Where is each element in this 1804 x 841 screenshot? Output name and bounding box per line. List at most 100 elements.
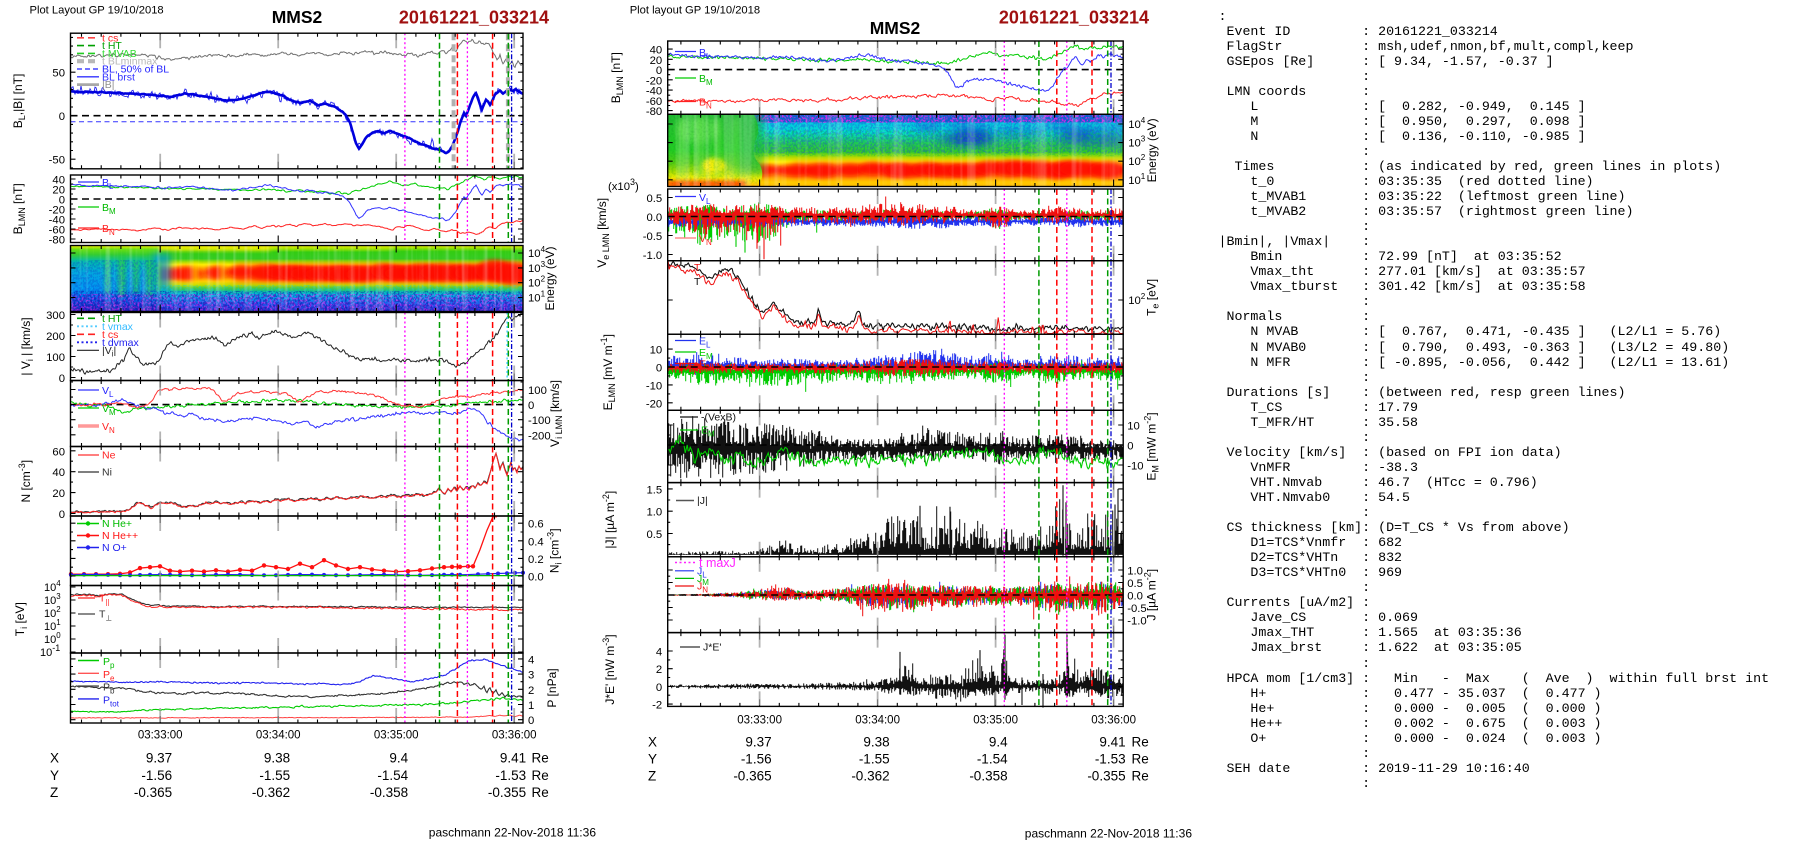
svg-text:Re: Re [1132,735,1149,750]
svg-text:N He+: N He+ [102,518,132,530]
svg-text:03:34:00: 03:34:00 [855,715,900,727]
svg-text:40: 40 [52,467,65,479]
svg-text:0.5: 0.5 [646,529,662,541]
svg-text:0: 0 [59,373,65,385]
svg-text:Ti [eV]: Ti [eV] [13,602,29,636]
svg-text:-1.55: -1.55 [259,768,290,783]
svg-text:-10: -10 [646,380,662,392]
svg-text:03:34:00: 03:34:00 [256,730,301,742]
svg-text:-50: -50 [49,155,65,167]
svg-text:-0.362: -0.362 [851,769,889,784]
svg-text:t cs: t cs [102,32,118,44]
svg-text:MMS2: MMS2 [272,7,323,27]
svg-text:-80: -80 [49,235,65,247]
svg-text:-60: -60 [49,225,65,237]
svg-text:t BLminmax: t BLminmax [102,56,158,68]
svg-text:J [µA m-2]: J [µA m-2] [1143,569,1159,621]
svg-text:1.0: 1.0 [646,507,662,519]
svg-text:-60: -60 [646,96,662,108]
svg-text:0.5: 0.5 [646,193,662,205]
svg-text:-0.355: -0.355 [488,785,526,800]
svg-text:4: 4 [528,654,534,666]
svg-text:|J|: |J| [697,495,708,507]
svg-text:1.5: 1.5 [646,484,662,496]
svg-text:0: 0 [59,195,65,207]
svg-text:0.4: 0.4 [528,536,544,548]
svg-text:MMS2: MMS2 [870,18,921,38]
svg-text:| Vi | [km/s]: | Vi | [km/s] [19,317,35,375]
svg-text:-(VexB): -(VexB) [701,412,736,424]
svg-text:100: 100 [46,352,65,364]
svg-text:T: T [99,593,106,605]
svg-text:|Vi|: |Vi| [102,345,116,359]
svg-text:03:35:00: 03:35:00 [374,730,419,742]
svg-text:-0.5: -0.5 [1127,603,1146,615]
svg-text:20161221_033214: 20161221_033214 [399,8,549,28]
svg-text:Y: Y [50,768,59,783]
svg-text:03:35:00: 03:35:00 [973,715,1018,727]
svg-text:t HT: t HT [102,313,122,325]
svg-text:9.37: 9.37 [146,751,172,766]
svg-text:0.0: 0.0 [528,572,544,584]
svg-text:03:36:00: 03:36:00 [1091,715,1136,727]
svg-text:0.6: 0.6 [528,519,544,531]
svg-text:Re: Re [532,751,549,766]
svg-text:-1.53: -1.53 [495,768,526,783]
svg-text:Re: Re [532,785,549,800]
svg-text:0: 0 [59,111,65,123]
svg-text:40: 40 [52,175,65,187]
svg-text:-0.358: -0.358 [969,769,1007,784]
svg-text:N He++: N He++ [102,530,138,542]
svg-text:t MVAB: t MVAB [102,48,137,60]
svg-text:9.41: 9.41 [500,751,526,766]
svg-text:0.2: 0.2 [528,554,544,566]
svg-text:0: 0 [59,509,65,521]
svg-text:Te [eV]: Te [eV] [1145,279,1161,316]
svg-text:BL,|B| [nT]: BL,|B| [nT] [11,74,27,129]
svg-text:Plot layout GP 19/10/2018: Plot layout GP 19/10/2018 [630,5,760,17]
svg-text:JL: JL [697,565,707,579]
svg-text:-1.55: -1.55 [859,752,890,767]
svg-text:03:33:00: 03:33:00 [138,730,183,742]
svg-text:Y: Y [648,752,657,767]
svg-text:Energy (eV): Energy (eV) [1145,118,1159,182]
svg-text:-100: -100 [528,415,551,427]
svg-text:0: 0 [656,65,662,77]
svg-text:-0.365: -0.365 [733,769,771,784]
svg-text:BL brst: BL brst [102,71,135,83]
svg-text:Ni: Ni [102,467,112,479]
svg-text:60: 60 [52,446,65,458]
svg-text:-1.56: -1.56 [741,752,772,767]
svg-text:|J| [µA m-2]: |J| [µA m-2] [601,491,617,549]
svg-text:9.37: 9.37 [745,735,771,750]
svg-text:0.5: 0.5 [1127,578,1143,590]
svg-text:T: T [694,276,701,288]
svg-text:-200: -200 [528,430,551,442]
svg-text:-20: -20 [646,398,662,410]
svg-text:X: X [648,735,657,750]
svg-text:JN: JN [697,581,708,595]
svg-text:0: 0 [528,400,534,412]
svg-text:20: 20 [650,55,663,67]
svg-text:J*E' [nW m-3]: J*E' [nW m-3] [601,634,617,704]
svg-text:N O+: N O+ [102,542,127,554]
svg-text:Re: Re [532,768,549,783]
svg-text:300: 300 [46,310,65,322]
svg-text:BL, 50% of BL: BL, 50% of BL [102,64,169,76]
svg-text:0: 0 [656,682,662,694]
svg-text:50: 50 [52,68,65,80]
svg-text:-40: -40 [49,215,65,227]
svg-text:-0.358: -0.358 [370,785,408,800]
svg-text:-10: -10 [1127,461,1143,473]
svg-text:-1.0: -1.0 [1127,616,1146,628]
svg-text:-1.56: -1.56 [141,768,172,783]
svg-text:t maxJ: t maxJ [699,556,736,570]
svg-text:-0.5: -0.5 [643,231,662,243]
svg-text:-1.54: -1.54 [377,768,408,783]
svg-text:0.0: 0.0 [646,212,662,224]
svg-text:3: 3 [528,670,534,682]
svg-text:T: T [99,609,106,621]
svg-text:t vmax: t vmax [102,321,134,333]
svg-text:0: 0 [1127,441,1133,453]
svg-text:Plot Layout GP 19/10/2018: Plot Layout GP 19/10/2018 [30,5,164,17]
